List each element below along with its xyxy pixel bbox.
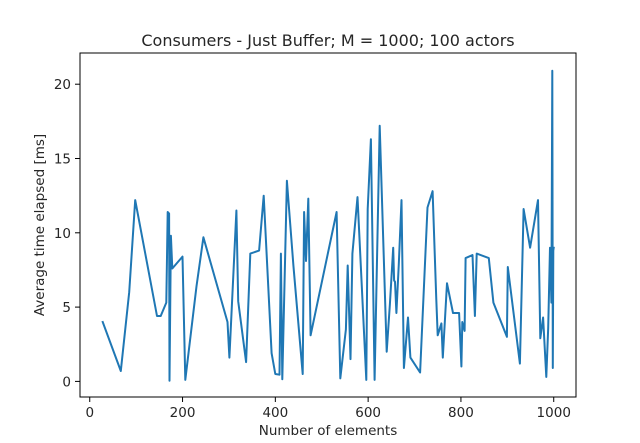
x-tick-label: 400 [262, 405, 288, 421]
x-tick-label: 600 [355, 405, 381, 421]
series-line [101, 69, 555, 382]
y-axis: 0 5 10 15 20 [54, 77, 80, 390]
x-tick-label: 1000 [537, 405, 571, 421]
plot-frame [79, 52, 577, 398]
y-tick-label: 5 [62, 300, 71, 316]
y-tick-label: 20 [54, 77, 71, 93]
y-tick-label: 15 [54, 152, 71, 168]
plot-area [79, 52, 577, 398]
x-tick-label: 0 [85, 405, 94, 421]
x-axis: 0 200 400 600 800 1000 [85, 397, 571, 421]
x-axis-label: Number of elements [259, 423, 398, 439]
x-tick-label: 800 [448, 405, 474, 421]
y-axis-label: Average time elapsed [ms] [32, 134, 48, 316]
chart-title: Consumers - Just Buffer; M = 1000; 100 a… [141, 31, 514, 50]
y-tick-label: 10 [54, 226, 71, 242]
y-tick-label: 0 [62, 374, 71, 390]
x-tick-label: 200 [170, 405, 196, 421]
